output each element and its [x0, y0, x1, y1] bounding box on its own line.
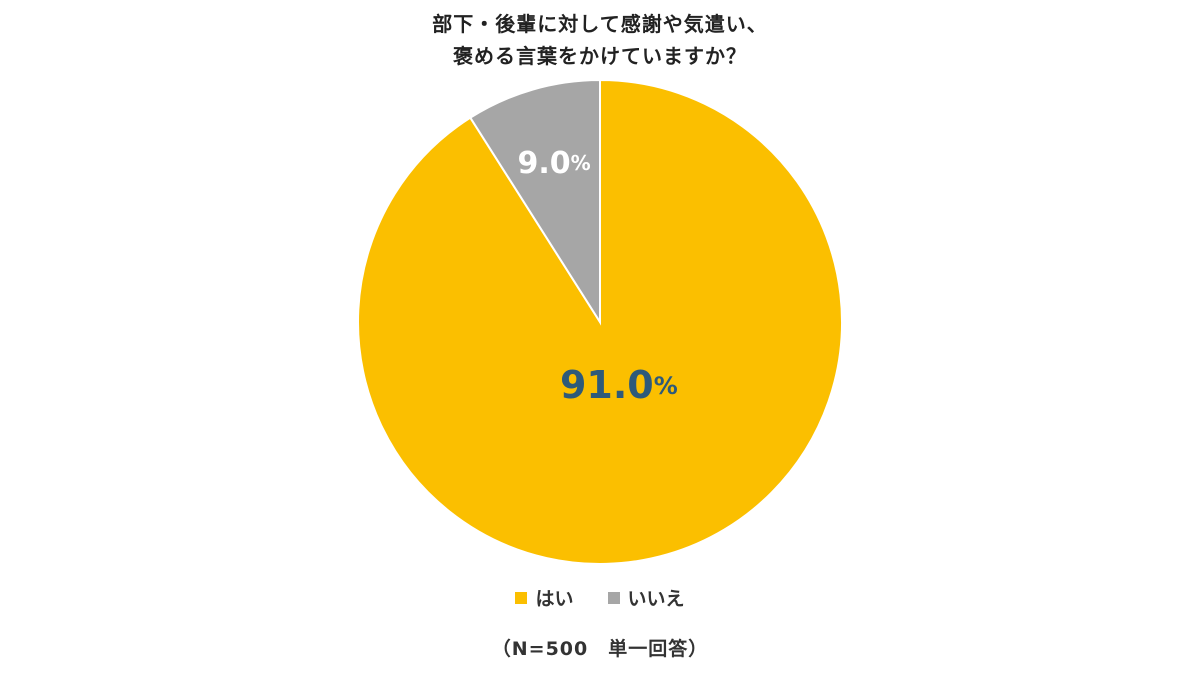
legend-item-yes: はい [515, 584, 574, 611]
legend: はい いいえ [0, 584, 1200, 611]
chart-title-line-1: 部下・後輩に対して感謝や気遣い、 [432, 12, 768, 36]
data-label-no: 9.0% [517, 145, 590, 180]
sample-note: （N=500 単一回答） [491, 638, 709, 660]
pie-slice-no [468, 78, 601, 326]
legend-item-no: いいえ [607, 584, 685, 611]
data-label-yes-unit: % [654, 372, 678, 400]
data-label-no-unit: % [571, 150, 591, 174]
legend-label-no: いいえ [627, 588, 685, 610]
legend-swatch-no [607, 591, 620, 604]
data-label-yes: 91.0% [560, 363, 678, 407]
legend-swatch-yes [515, 591, 528, 604]
legend-label-yes: はい [535, 588, 574, 610]
chart-title-line-2: 褒める言葉をかけていますか？ [453, 44, 747, 68]
data-label-no-value: 9.0 [517, 145, 570, 180]
data-label-yes-value: 91.0 [560, 363, 654, 407]
